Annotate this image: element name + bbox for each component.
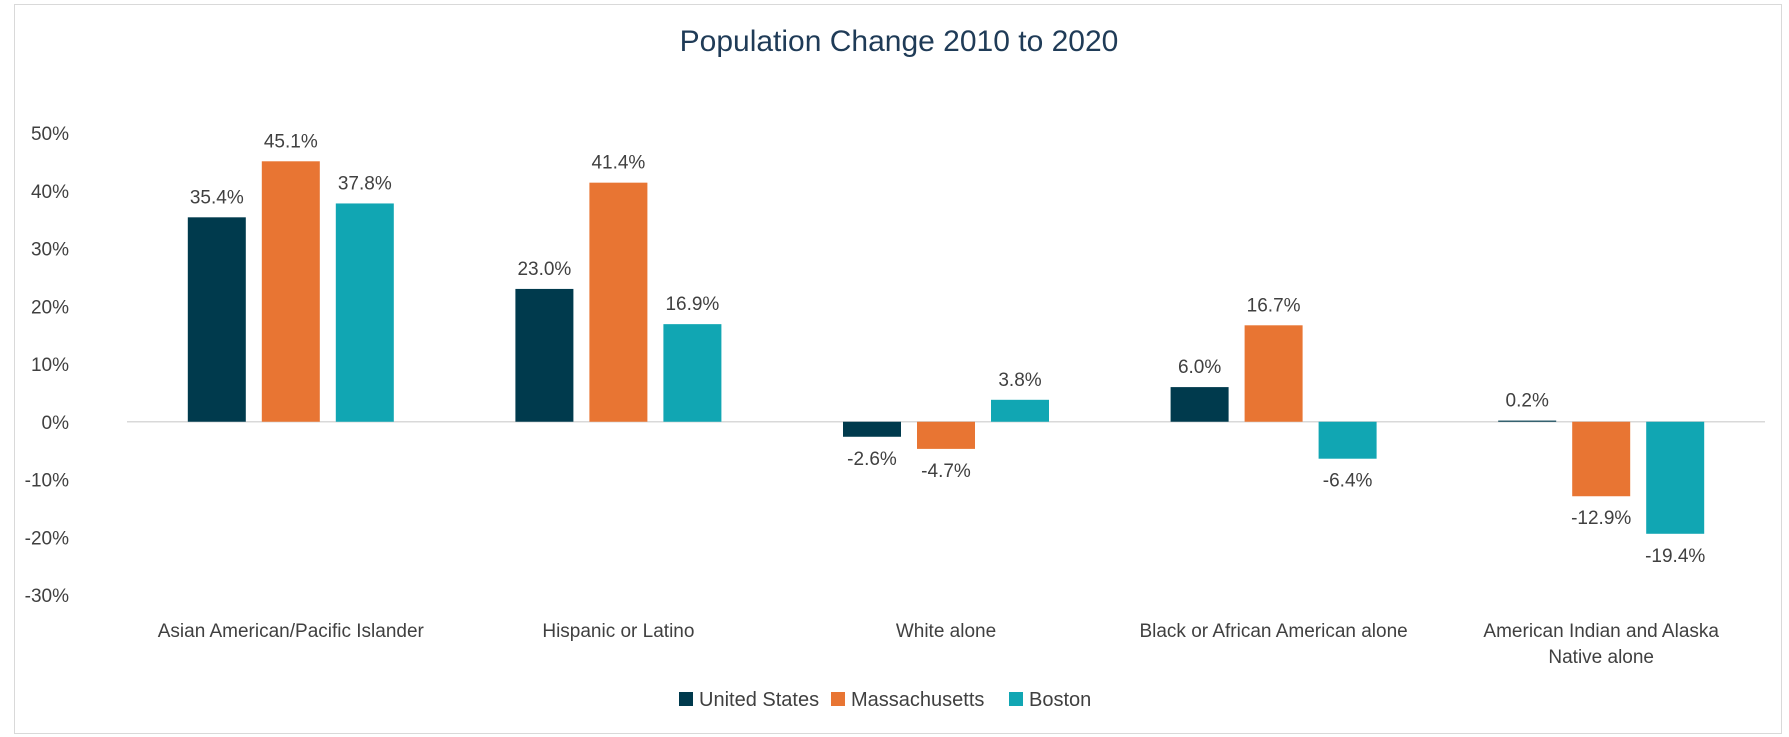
data-label: 37.8% xyxy=(338,173,392,194)
axis-layer: 50% 40% 30% 20% 10% 0% -10% -20% -30% Asian Ameri… xyxy=(25,124,1765,668)
legend-label: Boston xyxy=(1029,689,1091,711)
y-tick-label: -10% xyxy=(25,471,69,492)
data-label: -4.7% xyxy=(921,461,971,482)
x-category-label: American Indian and Alaska xyxy=(1483,621,1719,642)
bar-massachusetts xyxy=(261,161,320,422)
legend-label: Massachusetts xyxy=(851,689,984,711)
data-label: -2.6% xyxy=(847,449,897,470)
y-tick-label: 30% xyxy=(31,240,69,261)
data-label: -19.4% xyxy=(1645,546,1705,567)
chart-title: Population Change 2010 to 2020 xyxy=(680,25,1119,58)
y-tick-label: 50% xyxy=(31,124,69,145)
y-tick-label: 0% xyxy=(42,413,70,434)
legend-item-boston: Boston xyxy=(1009,689,1091,711)
legend-swatch xyxy=(679,692,693,706)
legend-item-massachusetts: Massachusetts xyxy=(831,689,984,711)
legend-swatch xyxy=(1009,692,1023,706)
data-label: 35.4% xyxy=(190,187,244,208)
bar-massachusetts xyxy=(1572,421,1631,497)
legend-label: United States xyxy=(699,689,819,711)
bar-boston xyxy=(663,324,722,422)
data-label: 3.8% xyxy=(998,370,1041,391)
data-label: 23.0% xyxy=(517,259,571,280)
bar-massachusetts xyxy=(917,421,975,449)
bar-united-states xyxy=(187,217,246,422)
y-tick-label: 10% xyxy=(31,355,69,376)
bar-boston xyxy=(991,399,1049,422)
x-category-label: Black or African American alone xyxy=(1139,621,1407,642)
x-category-label: Hispanic or Latino xyxy=(542,621,694,642)
bar-united-states xyxy=(515,288,574,422)
x-category-label: Asian American/Pacific Islander xyxy=(158,621,425,642)
data-label: 41.4% xyxy=(591,153,645,174)
x-category-label: Native alone xyxy=(1548,647,1654,668)
bar-layer xyxy=(187,161,1705,534)
bar-united-states xyxy=(843,421,901,437)
y-tick-label: 40% xyxy=(31,182,69,203)
data-label: -12.9% xyxy=(1571,508,1631,529)
bar-boston xyxy=(1318,421,1377,459)
x-category-label: White alone xyxy=(896,621,996,642)
data-label: 16.7% xyxy=(1247,295,1301,316)
data-label: -6.4% xyxy=(1323,471,1373,492)
data-label: 0.2% xyxy=(1506,391,1549,412)
chart-frame: Population Change 2010 to 2020 50% 40% 30%… xyxy=(14,4,1782,734)
chart-svg: Population Change 2010 to 2020 50% 40% 30%… xyxy=(25,25,1765,711)
bar-massachusetts xyxy=(589,182,648,422)
legend-item-united-states: United States xyxy=(679,689,819,711)
label-layer: 35.4% 45.1% 37.8% 23.0% 41.4% 16.9% -2.6% -4.7%… xyxy=(190,131,1706,566)
data-label: 6.0% xyxy=(1178,357,1221,378)
legend-swatch xyxy=(831,692,845,706)
bar-united-states xyxy=(1498,420,1557,422)
bar-boston xyxy=(1646,421,1705,534)
data-label: 16.9% xyxy=(665,294,719,315)
legend: United States Massachusetts Boston xyxy=(679,689,1091,711)
bar-united-states xyxy=(1170,387,1229,422)
data-label: 45.1% xyxy=(264,131,318,152)
y-tick-label: 20% xyxy=(31,297,69,318)
bar-massachusetts xyxy=(1244,325,1303,422)
y-tick-label: -30% xyxy=(25,586,69,607)
y-tick-label: -20% xyxy=(25,528,69,549)
bar-boston xyxy=(335,203,394,422)
